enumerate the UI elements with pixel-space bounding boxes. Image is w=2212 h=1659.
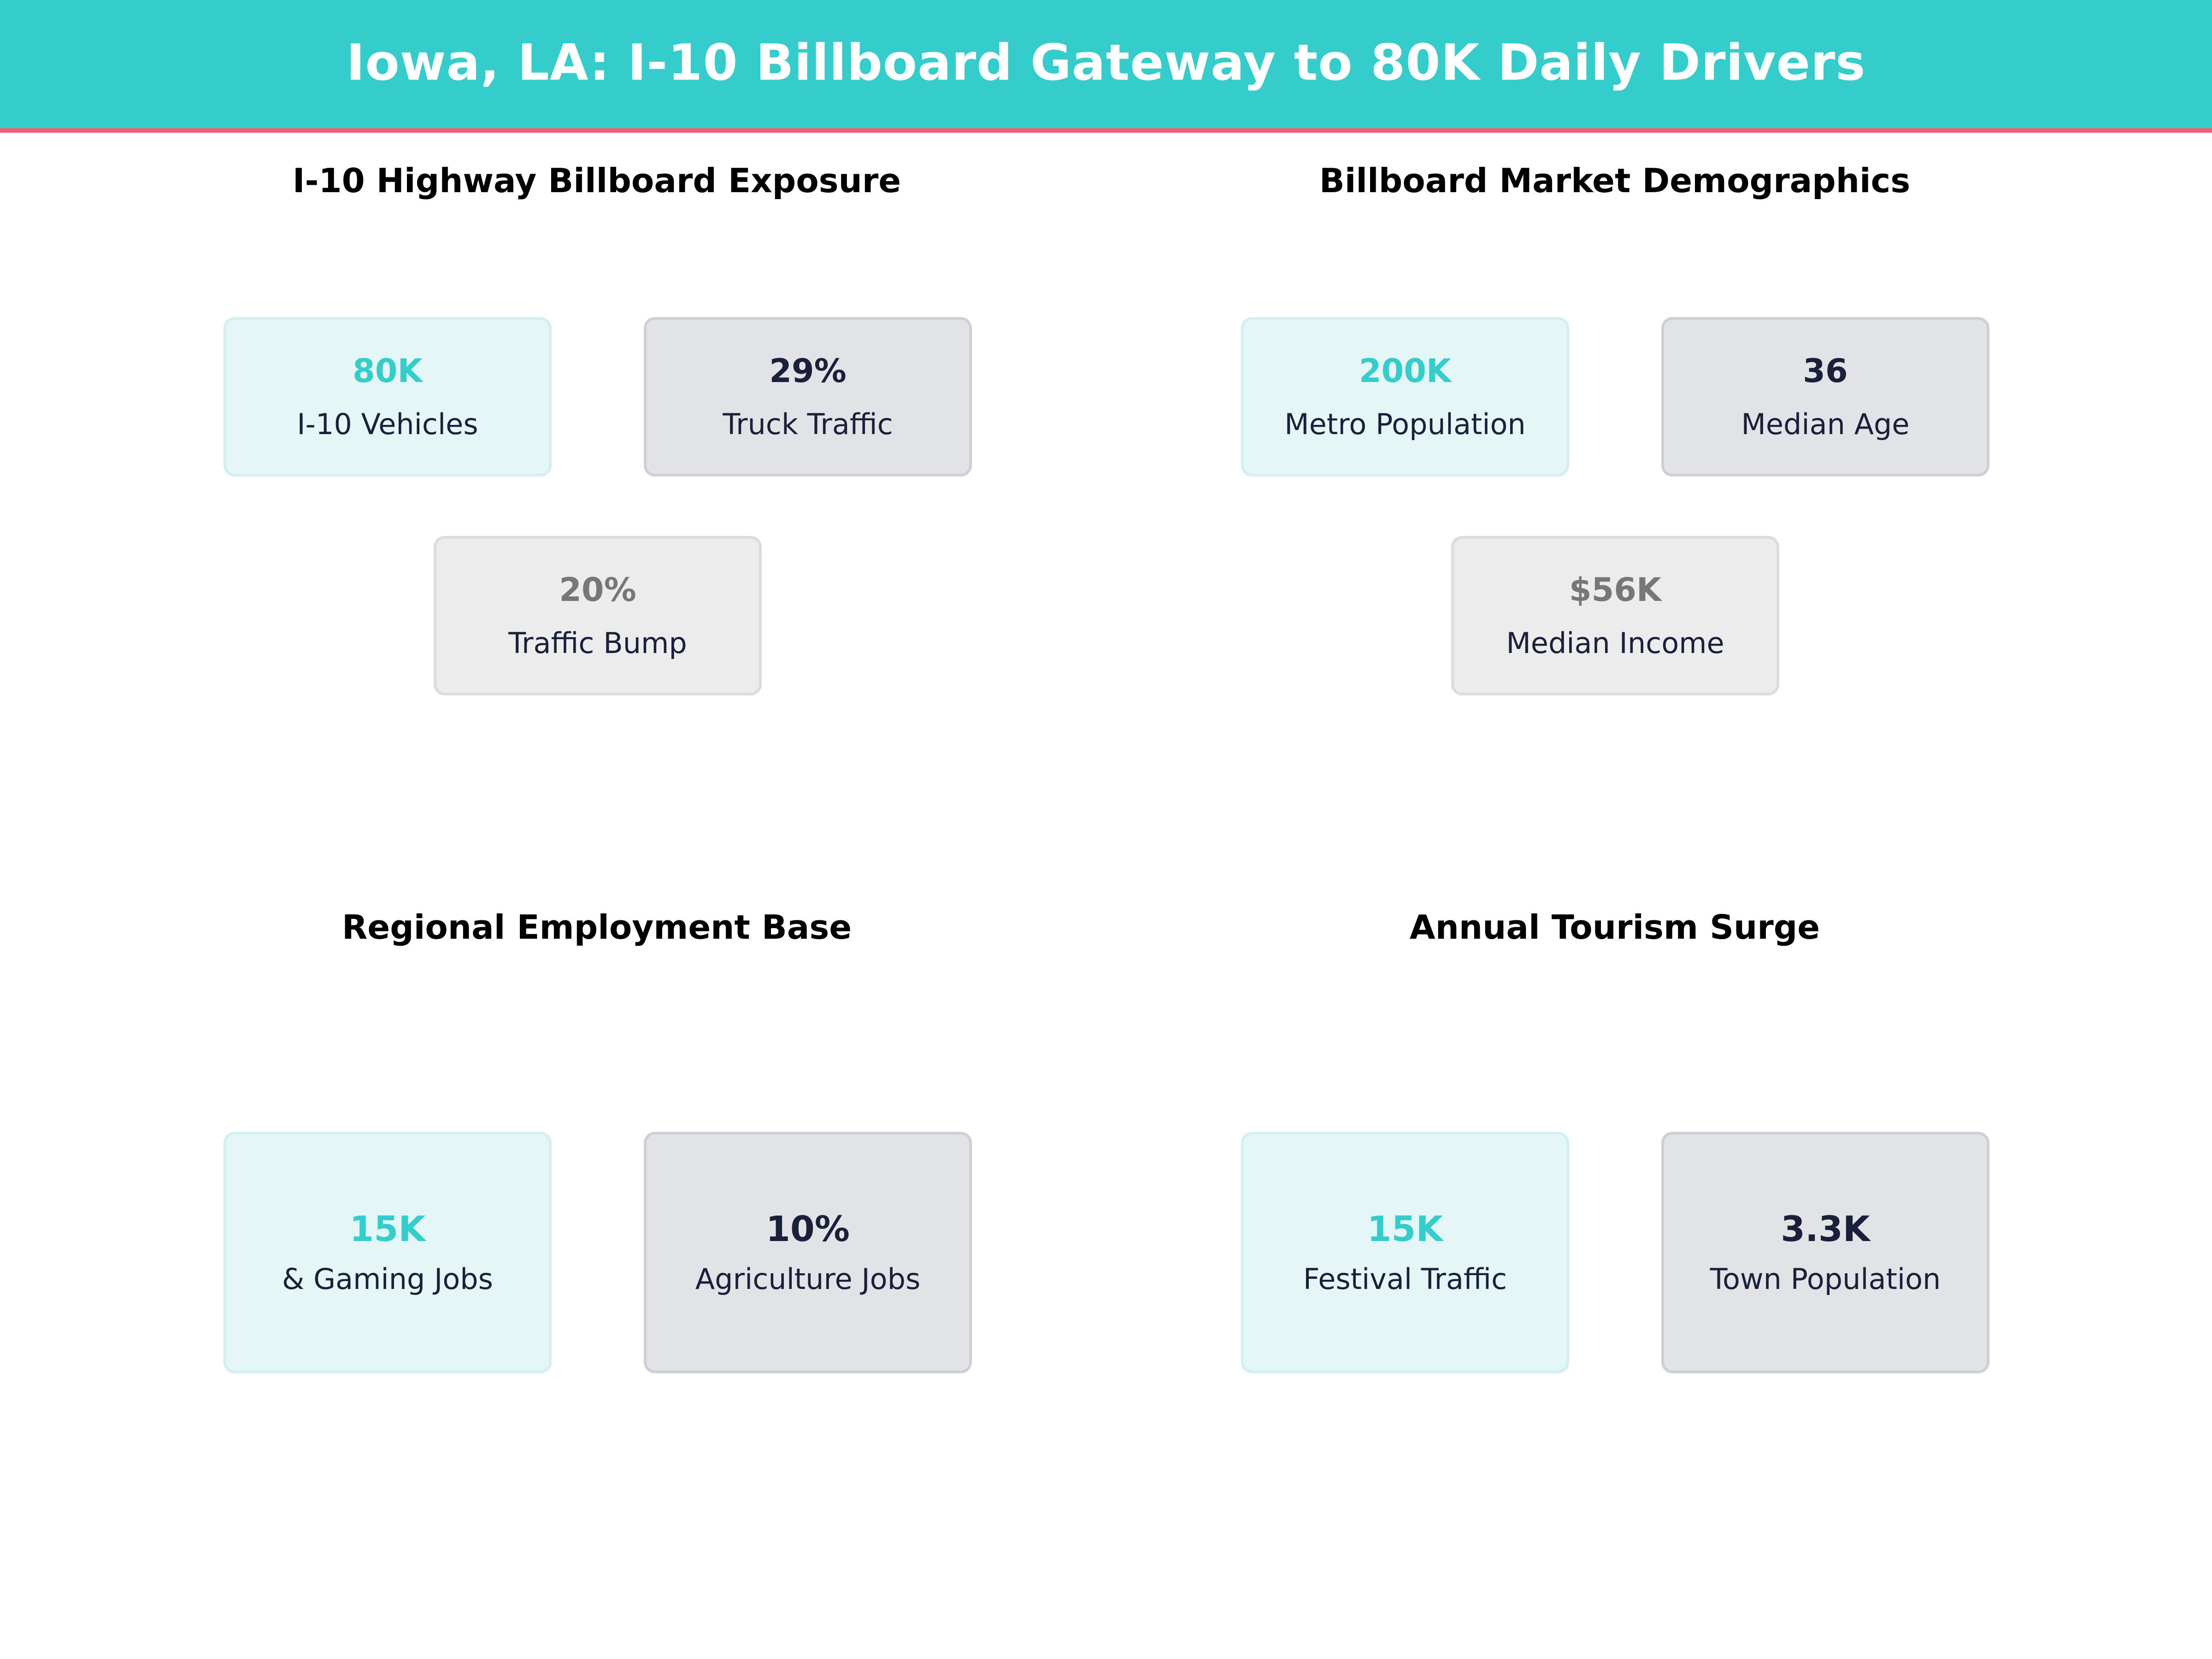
- stat-card-i10-vehicles: 80K I-10 Vehicles: [224, 317, 552, 477]
- stat-card-metro-population: 200K Metro Population: [1241, 317, 1569, 477]
- stat-value: 3.3K: [1781, 1208, 1870, 1249]
- stat-card-gaming-jobs: 15K & Gaming Jobs: [224, 1132, 552, 1373]
- stat-card-traffic-bump: 20% Traffic Bump: [434, 536, 762, 695]
- stat-value: 20%: [559, 571, 636, 609]
- section-title-highway-exposure: I-10 Highway Billboard Exposure: [292, 161, 901, 200]
- header-accent-line: [0, 128, 2212, 133]
- stat-value: $56K: [1569, 571, 1662, 609]
- stat-label: Median Age: [1741, 407, 1910, 441]
- stat-label: Truck Traffic: [723, 407, 893, 441]
- stat-value: 15K: [1367, 1208, 1443, 1249]
- stat-label: Traffic Bump: [508, 626, 687, 660]
- stat-label: I-10 Vehicles: [297, 407, 478, 441]
- stat-card-truck-traffic: 29% Truck Traffic: [644, 317, 972, 477]
- stat-value: 36: [1803, 352, 1848, 390]
- stat-label: Town Population: [1710, 1262, 1941, 1296]
- stat-value: 80K: [353, 352, 423, 390]
- page-title: Iowa, LA: I-10 Billboard Gateway to 80K …: [346, 34, 1866, 92]
- stat-label: Festival Traffic: [1303, 1262, 1507, 1296]
- stat-value: 10%: [766, 1208, 850, 1249]
- header-banner: Iowa, LA: I-10 Billboard Gateway to 80K …: [0, 0, 2212, 129]
- stat-value: 29%: [769, 352, 847, 390]
- section-title-tourism-surge: Annual Tourism Surge: [1409, 908, 1820, 947]
- stat-value: 200K: [1359, 352, 1452, 390]
- stat-card-festival-traffic: 15K Festival Traffic: [1241, 1132, 1569, 1373]
- stat-card-median-income: $56K Median Income: [1451, 536, 1779, 695]
- stat-label: Metro Population: [1284, 407, 1526, 441]
- stat-label: Agriculture Jobs: [695, 1262, 921, 1296]
- stat-card-town-population: 3.3K Town Population: [1661, 1132, 1989, 1373]
- section-title-employment-base: Regional Employment Base: [341, 908, 852, 947]
- section-title-market-demographics: Billboard Market Demographics: [1319, 161, 1911, 200]
- stat-label: Median Income: [1506, 626, 1724, 660]
- stat-card-median-age: 36 Median Age: [1661, 317, 1989, 477]
- stat-label: & Gaming Jobs: [282, 1262, 493, 1296]
- stat-value: 15K: [349, 1208, 426, 1249]
- stat-card-agriculture-jobs: 10% Agriculture Jobs: [644, 1132, 972, 1373]
